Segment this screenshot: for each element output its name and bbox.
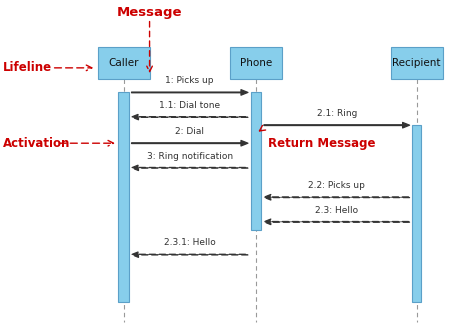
Text: 2.2: Picks up: 2.2: Picks up <box>308 181 365 190</box>
Bar <box>412 125 421 302</box>
Text: Activation: Activation <box>3 137 71 150</box>
FancyArrowPatch shape <box>132 252 248 257</box>
Bar <box>98 47 150 79</box>
FancyArrowPatch shape <box>132 165 248 170</box>
Text: 2.3.1: Hello: 2.3.1: Hello <box>164 239 216 247</box>
Text: 1.1: Dial tone: 1.1: Dial tone <box>159 101 220 110</box>
FancyArrowPatch shape <box>264 122 410 128</box>
Text: Return Message: Return Message <box>268 137 375 150</box>
Bar <box>251 92 261 230</box>
Text: Phone: Phone <box>240 58 272 68</box>
Text: 1: Picks up: 1: Picks up <box>165 76 214 85</box>
Bar <box>230 47 282 79</box>
FancyArrowPatch shape <box>132 89 248 95</box>
Text: Recipient: Recipient <box>392 58 441 68</box>
Text: 2: Dial: 2: Dial <box>175 127 204 136</box>
FancyArrowPatch shape <box>264 194 410 200</box>
Text: 2.3: Hello: 2.3: Hello <box>315 206 358 215</box>
Text: Message: Message <box>117 6 182 19</box>
Bar <box>118 92 129 302</box>
Text: Caller: Caller <box>109 58 139 68</box>
Text: 3: Ring notification: 3: Ring notification <box>146 152 233 161</box>
FancyArrowPatch shape <box>132 140 248 146</box>
Bar <box>391 47 443 79</box>
Text: Lifeline: Lifeline <box>3 61 52 74</box>
FancyArrowPatch shape <box>264 219 410 225</box>
FancyArrowPatch shape <box>132 114 248 120</box>
Text: 2.1: Ring: 2.1: Ring <box>317 109 357 118</box>
